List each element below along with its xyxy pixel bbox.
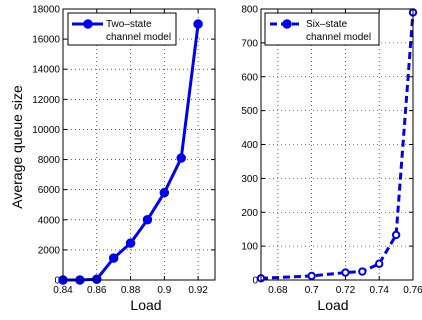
right-x-tick-label: 0.72 [336,285,356,296]
left-grid [63,9,215,280]
left-data-point [176,153,186,163]
left-y-tick-label: 8000 [38,155,61,166]
left-x-tick-label: 0.9 [157,285,171,296]
left-x-axis-label: Load [130,297,161,313]
right-frame-rect [260,8,414,281]
right-y-tick-label: 500 [241,106,258,117]
right-y-tick-label: 0 [252,276,258,287]
right-y-tick-label: 800 [241,5,258,16]
left-x-tick-label: 0.92 [188,285,208,296]
right-x-tick-label: 0.74 [369,285,389,296]
left-legend-box [67,12,177,46]
left-y-tick-label: 2000 [38,245,61,256]
left-y-axis-label: Average queue size [9,85,25,209]
left-data-point [125,238,136,248]
right-data-point [341,268,350,277]
left-y-tick-label: 16000 [32,35,60,46]
right-x-axis-label: Load [317,297,348,313]
right-x-tick-label: 0.76 [403,285,422,296]
right-legend-box [264,12,380,46]
right-y-tick-label: 400 [241,140,258,151]
left-y-tick-label: 18000 [32,5,60,16]
right-y-tick-label: 600 [241,72,258,83]
right-legend: Six–state channel model [264,12,380,46]
left-plot-area [63,9,215,280]
left-legend-marker [83,19,93,29]
left-legend-line1: Two–state [106,19,152,30]
left-data-point [193,19,203,29]
left-y-tick-label: 4000 [38,215,61,226]
right-data-point [375,259,384,268]
left-y-tick-label: 6000 [38,185,61,196]
right-x-tick-label: 0.68 [268,285,288,296]
right-axes-frame [260,8,414,281]
right-legend-line1: Six–state [306,19,348,30]
left-x-tick-label: 0.86 [87,285,107,296]
left-x-tick-label: 0.88 [121,285,141,296]
right-x-tick-label: 0.7 [305,285,319,296]
left-chart-panel: Average queue size Load 0.84 0.86 0.88 0.9 0… [9,5,216,313]
left-axes-frame [62,8,216,281]
right-data-point [391,230,401,240]
right-legend-line2: channel model [306,32,371,43]
left-legend: Two–state channel model [67,12,177,46]
right-data-point [358,267,367,276]
right-y-tick-label: 100 [241,242,258,253]
left-data-point [108,253,119,263]
left-y-tick-label: 0 [54,276,60,287]
left-data-point [159,187,170,198]
right-y-tick-label: 300 [241,174,258,185]
right-data-point [307,271,316,281]
left-ticks: 0.84 0.86 0.88 0.9 0.92 0 2000 4000 6000 8000 1000… [32,5,215,296]
left-data-point [92,274,102,284]
left-y-tick-label: 10000 [32,125,60,136]
right-chart-panel: Load 0.68 0.7 0.72 0.74 0.76 0 100 200 300 400 500… [241,5,422,314]
right-y-tick-label: 700 [241,38,258,49]
left-legend-line2: channel model [106,32,171,43]
right-legend-marker [282,19,292,29]
left-y-tick-label: 12000 [32,95,60,106]
left-x-tick-label: 0.84 [53,285,73,296]
right-y-tick-label: 200 [241,208,258,219]
left-frame-rect [62,8,216,281]
left-y-tick-label: 14000 [32,65,60,76]
right-ticks: 0.68 0.7 0.72 0.74 0.76 0 100 200 300 400 500 600 70… [241,5,422,297]
right-grid [261,9,413,280]
left-data-point [142,215,153,225]
